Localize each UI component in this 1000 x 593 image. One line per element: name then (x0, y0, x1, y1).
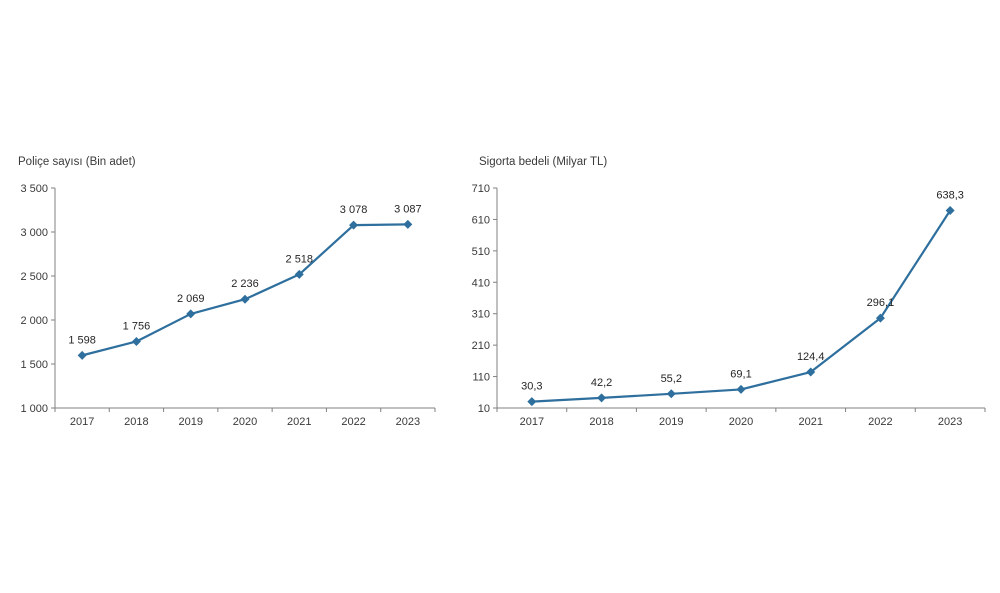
data-point-marker (186, 309, 196, 319)
data-point-label: 69,1 (730, 368, 751, 380)
chart-title-police-sayisi: Poliçe sayısı (Bin adet) (18, 156, 136, 168)
y-tick-label: 610 (472, 214, 490, 226)
y-tick-label: 2 500 (20, 271, 48, 283)
data-point-label: 2 236 (231, 278, 259, 290)
data-point-label: 2 518 (286, 253, 314, 265)
data-point-label: 124,4 (797, 351, 825, 363)
data-point-label: 30,3 (521, 381, 542, 393)
data-point-label: 1 598 (68, 334, 96, 346)
y-tick-label: 10 (478, 403, 490, 415)
data-point-label: 638,3 (936, 190, 964, 202)
y-tick-label: 1 000 (20, 403, 48, 415)
data-point-marker (131, 336, 141, 346)
x-tick-label: 2019 (178, 416, 202, 428)
data-point-marker (875, 313, 885, 323)
data-point-marker (806, 367, 816, 377)
data-point-marker (666, 389, 676, 399)
y-tick-label: 110 (472, 372, 490, 384)
data-point-marker (736, 384, 746, 394)
y-tick-label: 1 500 (20, 359, 48, 371)
data-point-label: 2 069 (177, 293, 205, 305)
data-point-marker (349, 220, 359, 230)
data-point-marker (294, 269, 304, 279)
x-tick-label: 2019 (659, 416, 683, 428)
x-tick-label: 2021 (287, 416, 311, 428)
x-tick-label: 2017 (520, 416, 544, 428)
y-tick-label: 3 000 (20, 227, 48, 239)
data-point-label: 296,1 (867, 297, 895, 309)
x-tick-label: 2018 (589, 416, 613, 428)
x-tick-label: 2020 (233, 416, 257, 428)
data-point-marker (403, 219, 413, 229)
data-point-marker (945, 206, 955, 216)
chart-title-sigorta-bedeli: Sigorta bedeli (Milyar TL) (479, 156, 608, 168)
chart-sigorta-bedeli: 10 110 210 310 410 510 610 710 2017 2018 2019 2020 2… (472, 183, 986, 428)
x-tick-label: 2021 (798, 416, 822, 428)
x-tick-label: 2017 (70, 416, 94, 428)
y-tick-label: 210 (472, 340, 490, 352)
chart-police-sayisi: 1 000 1 500 2 000 2 500 3 000 3 500 2017 2018 20… (20, 183, 436, 428)
y-tick-label: 2 000 (20, 315, 48, 327)
data-point-label: 55,2 (661, 373, 682, 385)
y-tick-label: 3 500 (20, 183, 48, 195)
y-tick-label: 710 (472, 183, 490, 195)
data-point-marker (240, 294, 250, 304)
data-point-marker (597, 393, 607, 403)
x-tick-label: 2018 (124, 416, 148, 428)
y-tick-label: 310 (472, 309, 490, 321)
x-tick-label: 2022 (868, 416, 892, 428)
y-tick-label: 510 (472, 246, 490, 258)
x-tick-label: 2022 (341, 416, 365, 428)
data-point-marker (77, 350, 87, 360)
x-tick-label: 2023 (938, 416, 962, 428)
data-point-label: 42,2 (591, 377, 612, 389)
data-point-marker (527, 397, 537, 407)
data-point-label: 3 087 (394, 203, 422, 215)
x-tick-label: 2023 (396, 416, 420, 428)
x-tick-label: 2020 (729, 416, 753, 428)
y-tick-label: 410 (472, 277, 490, 289)
data-point-label: 1 756 (123, 320, 151, 332)
data-point-label: 3 078 (340, 204, 368, 216)
